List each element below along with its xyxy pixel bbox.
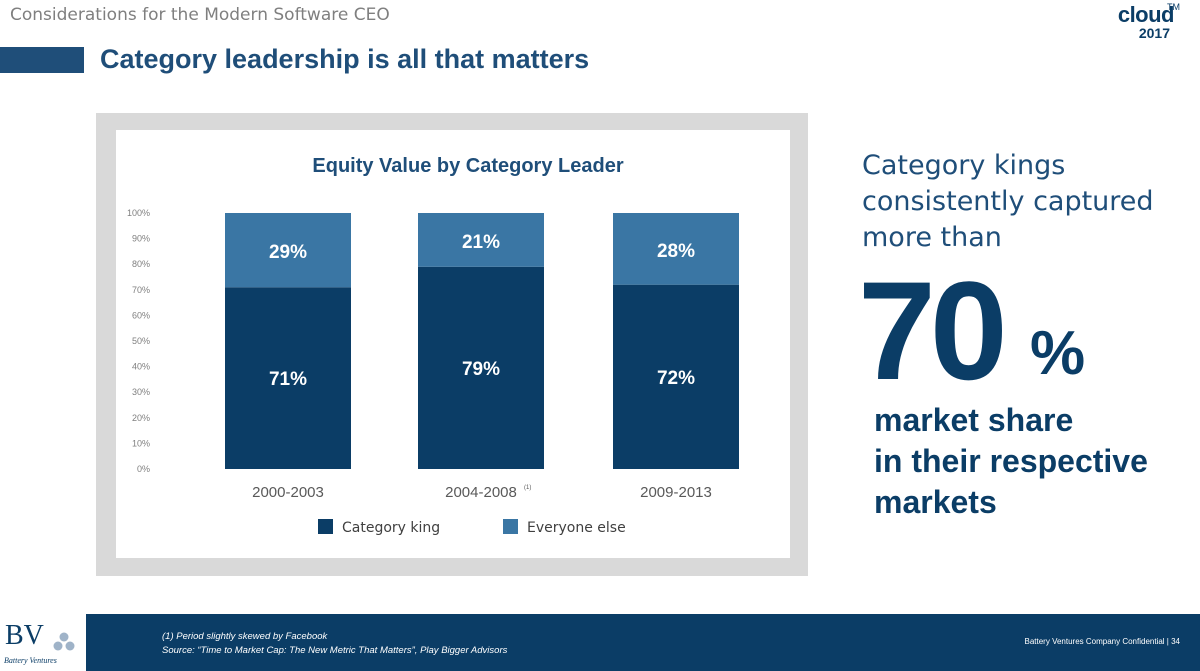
battery-ventures-logo: BV Battery Ventures <box>0 614 86 671</box>
market-line1: market share <box>874 402 1074 438</box>
confidential-notice: Battery Ventures Company Confidential | … <box>1024 637 1181 646</box>
cloud-2017-logo: cloud TM 2017 <box>1110 0 1180 44</box>
side-intro-line3: more than <box>862 222 1002 253</box>
side-intro-line1: Category kings <box>862 150 1066 181</box>
footnote-line1: (1) Period slightly skewed by Facebook <box>162 631 328 642</box>
bv-dots-icon <box>53 632 75 651</box>
title-accent-bar <box>0 47 84 73</box>
logo-word: cloud <box>1117 2 1175 27</box>
chart-panel <box>116 130 790 558</box>
bv-subtitle: Battery Ventures <box>4 656 57 665</box>
presentation-subtitle: Considerations for the Modern Software C… <box>10 5 390 25</box>
bv-letters: BV <box>5 620 44 651</box>
logo-trademark: TM <box>1167 2 1180 12</box>
market-share-text: market share in their respective markets <box>874 400 1194 523</box>
footer-bar <box>0 614 1200 671</box>
market-line2: in their respective <box>874 443 1148 479</box>
big-stat-number: 70 <box>858 252 1008 409</box>
slide-title: Category leadership is all that matters <box>100 44 590 74</box>
side-intro-line2: consistently captured <box>862 186 1154 217</box>
side-intro-text: Category kings consistently captured mor… <box>862 148 1182 256</box>
big-stat-percent: % <box>1030 319 1086 388</box>
footnote-source: Source: “Time to Market Cap: The New Met… <box>162 645 508 656</box>
logo-year: 2017 <box>1138 25 1170 41</box>
footnote: (1) Period slightly skewed by Facebook S… <box>162 630 507 658</box>
market-line3: markets <box>874 484 997 520</box>
